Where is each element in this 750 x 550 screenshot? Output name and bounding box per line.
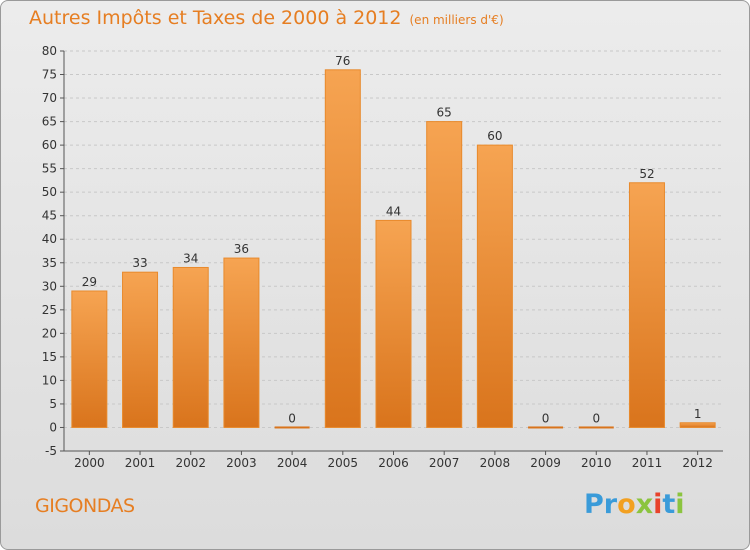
logo-letter: t [662, 489, 676, 520]
chart-title-text: Autres Impôts et Taxes de 2000 à 2012 [29, 7, 402, 29]
bar [223, 257, 260, 428]
bar [324, 69, 361, 428]
y-tick-label: 55 [42, 162, 57, 176]
y-tick-label: 20 [42, 326, 57, 340]
logo-letter: i [653, 489, 663, 520]
bar [426, 121, 463, 428]
x-tick-label: 2009 [530, 456, 561, 470]
x-tick-label: 2011 [632, 456, 663, 470]
x-tick-label: 2001 [125, 456, 156, 470]
y-tick-label: 0 [49, 420, 57, 434]
x-tick-label: 2006 [378, 456, 409, 470]
bar [274, 426, 310, 429]
y-tick-label: 25 [42, 303, 57, 317]
bar-value-label: 29 [82, 275, 97, 289]
x-tick-label: 2010 [581, 456, 612, 470]
bar [628, 182, 665, 428]
bar-value-label: 76 [335, 54, 350, 68]
y-tick-label: 45 [42, 209, 57, 223]
logo-letter: i [675, 489, 685, 520]
y-tick-label: -5 [45, 444, 57, 458]
y-tick-label: 60 [42, 138, 57, 152]
bar-value-label: 0 [288, 411, 296, 425]
y-tick-label: 40 [42, 232, 57, 246]
x-tick-label: 2005 [328, 456, 359, 470]
logo-letter: x [635, 489, 654, 520]
bar [679, 422, 716, 428]
bar-value-label: 0 [542, 411, 550, 425]
y-tick-label: 30 [42, 279, 57, 293]
bar-value-label: 44 [386, 204, 401, 218]
bar-value-label: 0 [592, 411, 600, 425]
y-tick-label: 80 [42, 44, 57, 58]
y-tick-label: 75 [42, 68, 57, 82]
bar [476, 144, 513, 428]
x-tick-label: 2000 [74, 456, 105, 470]
bar [375, 219, 412, 428]
logo-letter: P [584, 489, 604, 520]
bar [528, 426, 564, 429]
y-tick-label: 65 [42, 115, 57, 129]
logo-letter: r [603, 489, 618, 520]
bar-value-label: 34 [183, 251, 198, 265]
x-tick-label: 2007 [429, 456, 460, 470]
bar-value-label: 65 [437, 106, 452, 120]
bar-value-label: 60 [487, 129, 502, 143]
x-tick-label: 2012 [682, 456, 713, 470]
x-tick-label: 2004 [277, 456, 308, 470]
bar [71, 290, 108, 428]
bar [122, 271, 159, 428]
commune-name: GIGONDAS [35, 495, 135, 517]
x-tick-label: 2008 [480, 456, 511, 470]
proxiti-logo: Proxiti [584, 489, 685, 520]
x-tick-label: 2002 [175, 456, 206, 470]
logo-letter: o [617, 489, 636, 520]
bar-value-label: 1 [694, 407, 702, 421]
x-tick-label: 2003 [226, 456, 257, 470]
y-tick-label: 70 [42, 91, 57, 105]
bar-value-label: 33 [132, 256, 147, 270]
bar-value-label: 36 [234, 242, 249, 256]
y-tick-label: 35 [42, 256, 57, 270]
chart-unit: (en milliers d'€) [409, 13, 504, 27]
y-tick-label: 5 [49, 397, 57, 411]
y-tick-label: 50 [42, 185, 57, 199]
y-tick-label: 10 [42, 373, 57, 387]
bars: 29 33 34 36 0 76 44 65 60 0 0 52 1 [71, 54, 716, 429]
bar-value-label: 52 [639, 167, 654, 181]
chart-title: Autres Impôts et Taxes de 2000 à 2012 (en… [29, 7, 504, 29]
bar [578, 426, 614, 429]
bar [172, 266, 209, 428]
y-tick-label: 15 [42, 350, 57, 364]
